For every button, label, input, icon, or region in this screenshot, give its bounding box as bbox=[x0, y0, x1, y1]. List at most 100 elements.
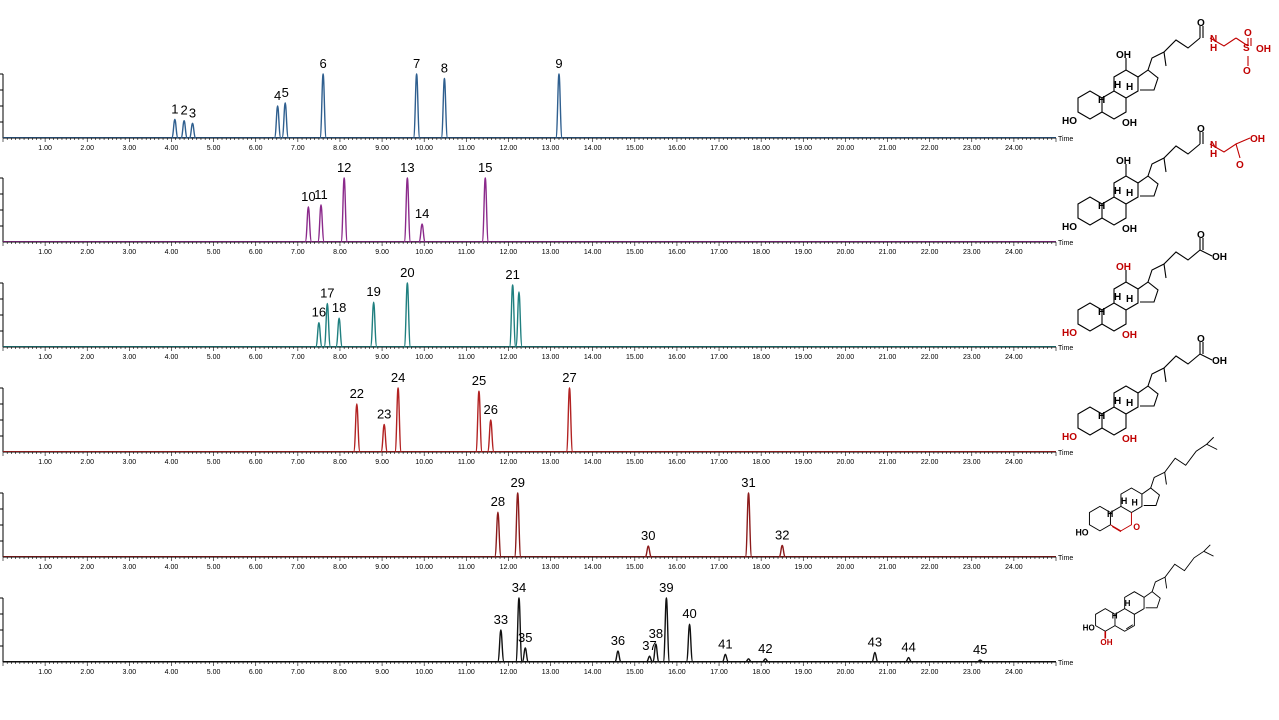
peak-label: 14 bbox=[415, 206, 429, 221]
x-tick-label: 13.00 bbox=[542, 354, 560, 361]
svg-text:OH: OH bbox=[1250, 134, 1265, 145]
x-tick-label: 10.00 bbox=[415, 145, 433, 152]
svg-text:H: H bbox=[1126, 82, 1133, 93]
x-tick-label: 18.00 bbox=[752, 564, 770, 571]
x-tick-label: 20.00 bbox=[837, 354, 855, 361]
svg-text:HO: HO bbox=[1062, 116, 1077, 127]
svg-text:H: H bbox=[1107, 509, 1113, 519]
peak bbox=[273, 105, 282, 139]
peak-label: 19 bbox=[366, 284, 380, 299]
x-tick-label: 19.00 bbox=[795, 459, 813, 466]
x-tick-label: 15.00 bbox=[626, 249, 644, 256]
svg-text:H: H bbox=[1121, 496, 1127, 506]
x-tick-label: 7.00 bbox=[291, 145, 305, 152]
x-tick-label: 20.00 bbox=[837, 459, 855, 466]
svg-text:H: H bbox=[1114, 396, 1121, 407]
peak bbox=[565, 387, 574, 453]
x-tick-label: 1.00 bbox=[38, 459, 52, 466]
x-tick-label: 2.00 bbox=[80, 459, 94, 466]
svg-text:H: H bbox=[1114, 292, 1121, 303]
x-tick-label: 5.00 bbox=[207, 249, 221, 256]
x-tick-label: 8.00 bbox=[333, 669, 347, 676]
x-tick-label: 8.00 bbox=[333, 354, 347, 361]
x-tick-label: 17.00 bbox=[710, 145, 728, 152]
x-tick-label: 6.00 bbox=[249, 459, 263, 466]
x-tick-label: 19.00 bbox=[795, 564, 813, 571]
x-tick-label: 16.00 bbox=[668, 459, 686, 466]
peak bbox=[555, 73, 563, 139]
time-axis-label: Time bbox=[1058, 240, 1073, 247]
peak-label: 39 bbox=[659, 580, 673, 595]
x-tick-label: 13.00 bbox=[542, 249, 560, 256]
x-tick-label: 20.00 bbox=[837, 249, 855, 256]
peak-label: 24 bbox=[391, 370, 405, 385]
x-tick-label: 9.00 bbox=[375, 354, 389, 361]
x-tick-label: 21.00 bbox=[879, 459, 897, 466]
x-tick-label: 4.00 bbox=[165, 669, 179, 676]
peak bbox=[644, 545, 653, 558]
svg-text:H: H bbox=[1126, 294, 1133, 305]
time-axis-label: Time bbox=[1058, 555, 1073, 562]
x-tick-label: 21.00 bbox=[879, 564, 897, 571]
x-tick-label: 12.00 bbox=[500, 564, 518, 571]
x-tick-label: 7.00 bbox=[291, 564, 305, 571]
x-tick-label: 1.00 bbox=[38, 354, 52, 361]
x-tick-label: 2.00 bbox=[80, 354, 94, 361]
svg-text:O: O bbox=[1244, 28, 1252, 39]
peak bbox=[496, 629, 505, 663]
peak bbox=[394, 387, 402, 453]
svg-text:OH: OH bbox=[1256, 44, 1271, 55]
peak-label: 37 bbox=[642, 638, 656, 653]
x-tick-label: 9.00 bbox=[375, 564, 389, 571]
x-tick-label: 17.00 bbox=[710, 354, 728, 361]
peak bbox=[494, 511, 502, 558]
x-tick-label: 18.00 bbox=[752, 459, 770, 466]
x-tick-label: 13.00 bbox=[542, 145, 560, 152]
x-tick-label: 23.00 bbox=[963, 354, 981, 361]
x-tick-label: 4.00 bbox=[165, 354, 179, 361]
x-tick-label: 5.00 bbox=[207, 669, 221, 676]
peak-label: 2 bbox=[180, 103, 187, 118]
peak-label: 12 bbox=[337, 160, 351, 175]
chromatogram-panel-3: 1.00 2.00 3.00 4.00 5.00 6.00 7.00 8.00 9.00 10.0… bbox=[0, 265, 1073, 361]
x-tick-label: 20.00 bbox=[837, 564, 855, 571]
x-tick-label: 12.00 bbox=[500, 669, 518, 676]
peak bbox=[508, 284, 517, 348]
peak-label: 34 bbox=[512, 580, 526, 595]
peak bbox=[440, 77, 449, 139]
x-tick-label: 24.00 bbox=[1005, 564, 1023, 571]
svg-text:H: H bbox=[1126, 398, 1133, 409]
peak bbox=[418, 223, 426, 243]
x-tick-label: 8.00 bbox=[333, 564, 347, 571]
structure-taurine-conjugate: HO OH OH H H H O N H S O OH O bbox=[1060, 18, 1279, 129]
x-tick-label: 12.00 bbox=[500, 459, 518, 466]
peak bbox=[744, 492, 753, 558]
x-tick-label: 3.00 bbox=[123, 564, 137, 571]
x-tick-label: 6.00 bbox=[249, 354, 263, 361]
peak-label: 30 bbox=[641, 528, 655, 543]
x-tick-label: 24.00 bbox=[1005, 669, 1023, 676]
x-tick-label: 18.00 bbox=[752, 145, 770, 152]
x-tick-label: 22.00 bbox=[921, 564, 939, 571]
x-tick-label: 15.00 bbox=[626, 669, 644, 676]
peak-label: 17 bbox=[320, 285, 334, 300]
peak bbox=[976, 659, 984, 663]
peak bbox=[170, 118, 179, 139]
x-tick-label: 10.00 bbox=[415, 669, 433, 676]
x-tick-label: 3.00 bbox=[123, 459, 137, 466]
x-tick-label: 23.00 bbox=[963, 459, 981, 466]
peak bbox=[315, 321, 323, 348]
x-tick-label: 8.00 bbox=[333, 145, 347, 152]
peak-label: 43 bbox=[868, 634, 882, 649]
peak-label: 5 bbox=[282, 85, 289, 100]
peak bbox=[323, 302, 332, 348]
x-tick-label: 12.00 bbox=[500, 249, 518, 256]
svg-text:H: H bbox=[1114, 186, 1121, 197]
peak bbox=[515, 597, 523, 663]
svg-text:HO: HO bbox=[1062, 222, 1077, 233]
svg-text:H: H bbox=[1126, 188, 1133, 199]
svg-text:H: H bbox=[1112, 611, 1118, 620]
structure-glycine-conjugate: HO OH OH H H H O N H O OH bbox=[1060, 124, 1279, 235]
x-tick-label: 15.00 bbox=[626, 459, 644, 466]
x-tick-label: 11.00 bbox=[458, 564, 475, 571]
